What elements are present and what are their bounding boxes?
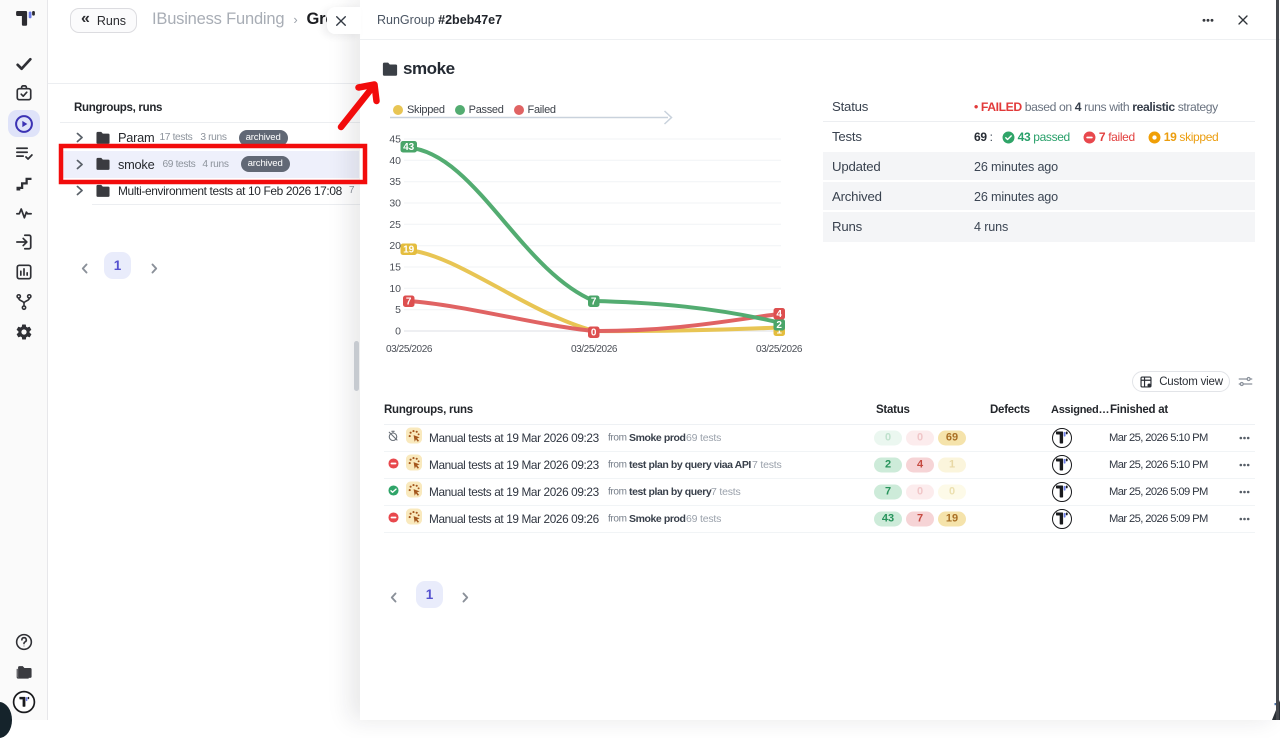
svg-text:30: 30 <box>389 198 401 210</box>
svg-text:25: 25 <box>389 219 401 231</box>
svg-text:03/25/2026: 03/25/2026 <box>756 344 803 355</box>
svg-text:45: 45 <box>389 134 401 146</box>
svg-text:0: 0 <box>591 328 597 339</box>
svg-text:7: 7 <box>406 297 412 308</box>
svg-text:03/25/2026: 03/25/2026 <box>386 344 433 355</box>
svg-text:0: 0 <box>395 326 401 338</box>
svg-text:35: 35 <box>389 176 401 188</box>
svg-text:19: 19 <box>403 245 415 256</box>
svg-text:15: 15 <box>389 262 401 274</box>
svg-text:5: 5 <box>395 304 401 316</box>
svg-text:7: 7 <box>591 297 597 308</box>
svg-text:10: 10 <box>389 283 401 295</box>
svg-text:2: 2 <box>776 320 782 331</box>
svg-text:4: 4 <box>776 309 782 320</box>
svg-text:40: 40 <box>389 155 401 167</box>
svg-text:20: 20 <box>389 240 401 252</box>
svg-text:03/25/2026: 03/25/2026 <box>571 344 618 355</box>
svg-text:43: 43 <box>403 142 415 153</box>
svg-text:1: 1 <box>776 326 782 337</box>
